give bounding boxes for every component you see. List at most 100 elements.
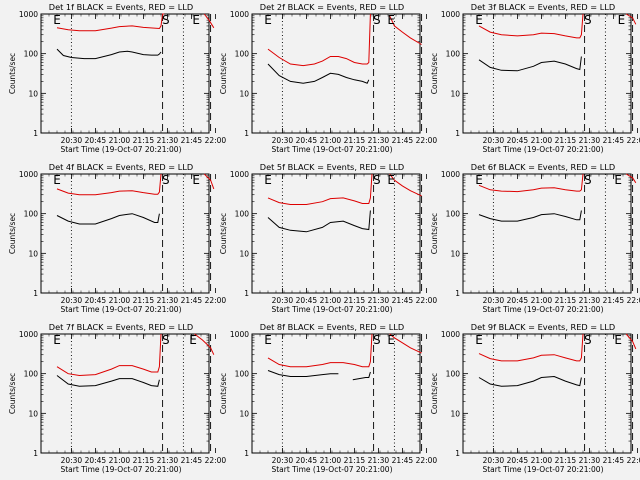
x-tick-label: 21:15 <box>344 296 366 305</box>
lld-series-line <box>267 333 373 368</box>
x-tick-label: 21:15 <box>344 136 366 145</box>
x-tick-label: 21:00 <box>320 456 342 465</box>
x-axis-label: Start Time (19-Oct-07 20:21:00) <box>60 305 181 314</box>
y-tick-label: 10 <box>28 409 38 418</box>
x-axis-label: Start Time (19-Oct-07 20:21:00) <box>271 465 392 474</box>
detector-panel-6: Det 6f BLACK = Events, RED = LLD 1 10 100 10… <box>430 162 640 314</box>
x-axis-label: Start Time (19-Oct-07 20:21:00) <box>482 305 603 314</box>
end-marker-label: E <box>387 13 395 27</box>
x-tick-label: 21:45 <box>392 296 414 305</box>
x-tick-label: 21:00 <box>531 456 553 465</box>
y-axis-label: Counts/sec <box>219 53 228 94</box>
y-tick-label: 10 <box>239 89 249 98</box>
y-axis-label: Counts/sec <box>8 53 17 94</box>
x-tick-label: 20:30 <box>483 456 505 465</box>
y-tick-label: 1000 <box>441 10 460 19</box>
x-tick-label: 21:45 <box>181 136 203 145</box>
y-tick-label: 10 <box>450 89 460 98</box>
x-tick-label: 22:00 <box>416 136 438 145</box>
x-tick-label: 21:00 <box>531 136 553 145</box>
y-tick-label: 1000 <box>230 10 249 19</box>
start-marker-label: S <box>373 173 381 187</box>
panel-title: Det 7f BLACK = Events, RED = LLD <box>49 322 193 332</box>
y-axis-label: Counts/sec <box>430 373 439 414</box>
lld-series-line <box>267 173 373 205</box>
panel-title: Det 1f BLACK = Events, RED = LLD <box>49 2 193 12</box>
y-tick-label: 100 <box>24 370 39 379</box>
y-axis-label: Counts/sec <box>219 213 228 254</box>
lld-series-line <box>625 333 637 350</box>
x-tick-label: 21:15 <box>555 136 577 145</box>
lld-series-line <box>194 333 215 355</box>
start-marker-label: S <box>584 333 592 347</box>
x-tick-label: 20:45 <box>85 136 107 145</box>
x-tick-label: 20:45 <box>507 136 529 145</box>
lld-series-line <box>478 333 584 362</box>
y-tick-label: 1 <box>244 129 249 138</box>
start-marker-label: S <box>373 333 381 347</box>
end-marker-label: E <box>614 173 622 187</box>
end-marker-label: E <box>475 13 483 27</box>
end-marker-label: E <box>264 13 272 27</box>
x-tick-label: 21:45 <box>392 456 414 465</box>
x-axis-label: Start Time (19-Oct-07 20:21:00) <box>482 145 603 154</box>
y-tick-label: 10 <box>450 409 460 418</box>
plot-frame <box>251 13 421 134</box>
x-tick-label: 22:00 <box>416 296 438 305</box>
x-tick-label: 21:15 <box>344 456 366 465</box>
end-marker-label: E <box>189 333 197 347</box>
y-tick-label: 1000 <box>19 170 38 179</box>
x-tick-label: 22:00 <box>205 136 227 145</box>
x-tick-label: 20:30 <box>61 136 83 145</box>
lld-series-line <box>389 333 422 354</box>
y-tick-label: 100 <box>235 210 250 219</box>
x-axis-label: Start Time (19-Oct-07 20:21:00) <box>60 145 181 154</box>
plot-frame <box>462 13 632 134</box>
x-axis-label: Start Time (19-Oct-07 20:21:00) <box>60 465 181 474</box>
x-tick-label: 21:30 <box>157 296 179 305</box>
x-tick-label: 21:45 <box>392 136 414 145</box>
x-tick-label: 21:00 <box>320 296 342 305</box>
x-tick-label: 22:00 <box>205 296 227 305</box>
lld-series-line <box>389 173 422 197</box>
x-tick-label: 20:45 <box>85 456 107 465</box>
x-tick-label: 20:45 <box>296 136 318 145</box>
x-tick-label: 20:45 <box>507 456 529 465</box>
events-series-line <box>56 213 160 225</box>
x-tick-label: 20:45 <box>85 296 107 305</box>
start-marker-label: S <box>162 333 170 347</box>
lld-series-line <box>389 15 422 45</box>
y-tick-label: 1 <box>244 289 249 298</box>
end-marker-label: E <box>53 13 61 27</box>
lld-series-line <box>267 13 371 67</box>
y-tick-label: 10 <box>450 249 460 258</box>
end-marker-label: E <box>475 333 483 347</box>
events-series-line <box>478 56 582 72</box>
y-tick-label: 100 <box>446 370 461 379</box>
y-tick-label: 1 <box>455 289 460 298</box>
x-tick-label: 21:30 <box>368 296 390 305</box>
x-tick-label: 22:00 <box>627 136 640 145</box>
y-axis-label: Counts/sec <box>219 373 228 414</box>
x-tick-label: 21:00 <box>320 136 342 145</box>
x-tick-label: 20:30 <box>483 136 505 145</box>
x-tick-label: 22:00 <box>205 456 227 465</box>
plot-frame <box>462 173 632 294</box>
x-tick-label: 20:30 <box>61 456 83 465</box>
y-tick-label: 100 <box>24 50 39 59</box>
x-tick-label: 21:00 <box>109 456 131 465</box>
events-series-line <box>267 370 339 377</box>
end-marker-label: E <box>53 333 61 347</box>
end-marker-label: E <box>387 173 395 187</box>
x-tick-label: 22:00 <box>627 456 640 465</box>
y-axis-label: Counts/sec <box>430 213 439 254</box>
lld-series-line <box>478 13 584 39</box>
end-marker-label: E <box>475 173 483 187</box>
detector-panel-3: Det 3f BLACK = Events, RED = LLD 1 10 100 10… <box>430 2 640 154</box>
x-tick-label: 21:00 <box>109 296 131 305</box>
events-series-line <box>267 210 371 233</box>
x-tick-label: 21:15 <box>133 456 155 465</box>
panel-title: Det 3f BLACK = Events, RED = LLD <box>471 2 615 12</box>
x-tick-label: 21:30 <box>579 296 601 305</box>
end-marker-label: E <box>264 333 272 347</box>
